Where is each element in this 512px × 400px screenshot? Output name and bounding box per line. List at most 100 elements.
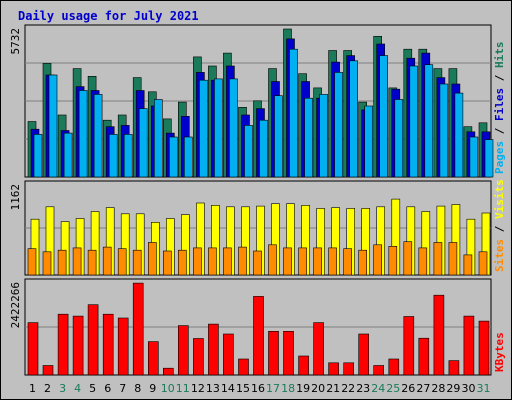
bar-sites-2	[42, 251, 52, 276]
chart-title: Daily usage for July 2021	[18, 9, 199, 23]
bar-kbytes-15	[238, 358, 249, 376]
day-label: 1	[29, 382, 36, 395]
bar-sites-30	[463, 254, 473, 276]
bar-pages-9	[154, 99, 163, 178]
bar-pages-5	[93, 94, 103, 178]
bar-sites-10	[163, 250, 172, 276]
bar-pages-13	[214, 78, 223, 178]
bar-kbytes-14	[223, 333, 234, 376]
bar-pages-25	[394, 99, 404, 178]
bar-kbytes-27	[418, 337, 430, 376]
bar-kbytes-10	[163, 367, 174, 376]
day-label: 18	[281, 382, 295, 395]
bar-kbytes-19	[298, 355, 309, 376]
day-label: 9	[149, 382, 156, 395]
day-label: 20	[311, 382, 325, 395]
bar-kbytes-30	[463, 315, 475, 376]
bar-pages-15	[244, 125, 253, 178]
legend-files: Files	[493, 88, 506, 121]
bar-sites-27	[418, 247, 428, 276]
bar-kbytes-29	[448, 360, 460, 376]
bar-pages-26	[409, 65, 419, 178]
day-label: 19	[296, 382, 310, 395]
legend-visits: Visits	[493, 179, 506, 219]
panel-hits_files_pages: 5732 Pages / Files / Hits	[9, 24, 506, 178]
legend-pages: Pages	[493, 141, 506, 174]
day-label: 10	[161, 382, 175, 395]
bar-kbytes-23	[358, 333, 370, 376]
bar-pages-11	[184, 136, 193, 178]
bar-sites-1	[27, 248, 37, 276]
bar-sites-7	[117, 248, 127, 276]
legend-sites: Sites	[493, 239, 506, 272]
legend-separator: /	[493, 121, 506, 141]
bar-pages-12	[199, 79, 208, 178]
panel-kbytes: 2422266 KBytes	[9, 278, 506, 376]
legend-separator: /	[493, 68, 506, 88]
bar-kbytes-5	[87, 304, 99, 376]
bar-pages-14	[229, 78, 238, 178]
day-label: 25	[386, 382, 400, 395]
bar-pages-18	[289, 48, 298, 178]
day-label: 13	[206, 382, 220, 395]
bar-pages-17	[274, 95, 283, 178]
bar-pages-21	[334, 72, 343, 178]
bar-kbytes-28	[433, 294, 445, 376]
day-label: 5	[89, 382, 96, 395]
bar-sites-23	[358, 249, 368, 276]
day-label: 15	[236, 382, 250, 395]
bar-sites-14	[223, 247, 232, 276]
bar-kbytes-25	[388, 358, 400, 376]
ymax-label: 2422266	[9, 282, 22, 328]
bar-kbytes-9	[148, 341, 159, 376]
bar-sites-25	[388, 246, 398, 276]
bar-pages-30	[469, 136, 479, 178]
bar-kbytes-24	[373, 365, 385, 376]
bar-sites-29	[448, 242, 458, 276]
bar-kbytes-1	[27, 322, 39, 376]
bar-kbytes-16	[253, 296, 264, 376]
panel-sites_visits: 1162 Sites / Visits	[9, 179, 506, 276]
legend-separator: /	[493, 219, 506, 239]
bar-pages-22	[349, 60, 359, 178]
bar-sites-11	[178, 249, 187, 276]
day-axis: 1 2 3 4 5 6 7 8 9 10 11 12 13 14 15 16 17 18 19 20 21 22 23 24 2…	[29, 382, 491, 395]
day-label: 4	[74, 382, 81, 395]
bar-kbytes-26	[403, 316, 415, 376]
bar-kbytes-11	[178, 325, 189, 376]
bar-sites-21	[328, 247, 337, 276]
bar-pages-31	[484, 139, 494, 178]
bar-kbytes-20	[313, 322, 324, 376]
bar-sites-4	[72, 247, 82, 276]
day-label: 23	[356, 382, 370, 395]
day-label: 28	[431, 382, 445, 395]
day-label: 31	[477, 382, 491, 395]
day-label: 14	[221, 382, 235, 395]
bar-pages-3	[63, 132, 73, 178]
bar-sites-8	[132, 249, 142, 276]
series-legend: Sites / Visits	[493, 179, 506, 272]
bar-sites-18	[283, 247, 292, 276]
bar-sites-6	[102, 246, 112, 276]
bar-kbytes-22	[343, 362, 355, 376]
bar-sites-26	[403, 241, 413, 276]
bar-kbytes-12	[193, 338, 204, 376]
bar-pages-27	[424, 64, 434, 178]
bar-pages-2	[48, 74, 58, 178]
chart-panels: 5732 Pages / Files / Hits 1162 Sites / Visi…	[9, 24, 506, 376]
bar-kbytes-21	[328, 362, 339, 376]
series-legend: KBytes	[493, 332, 506, 372]
day-label: 21	[326, 382, 340, 395]
day-label: 26	[401, 382, 415, 395]
bar-pages-1	[33, 134, 43, 178]
bar-sites-12	[193, 247, 202, 276]
bar-sites-3	[57, 249, 67, 276]
bar-sites-24	[373, 244, 383, 276]
bar-pages-6	[108, 134, 118, 178]
bar-pages-24	[379, 55, 389, 178]
day-label: 6	[104, 382, 111, 395]
day-label: 24	[371, 382, 385, 395]
legend-hits: Hits	[493, 42, 506, 69]
bar-kbytes-2	[42, 365, 54, 376]
